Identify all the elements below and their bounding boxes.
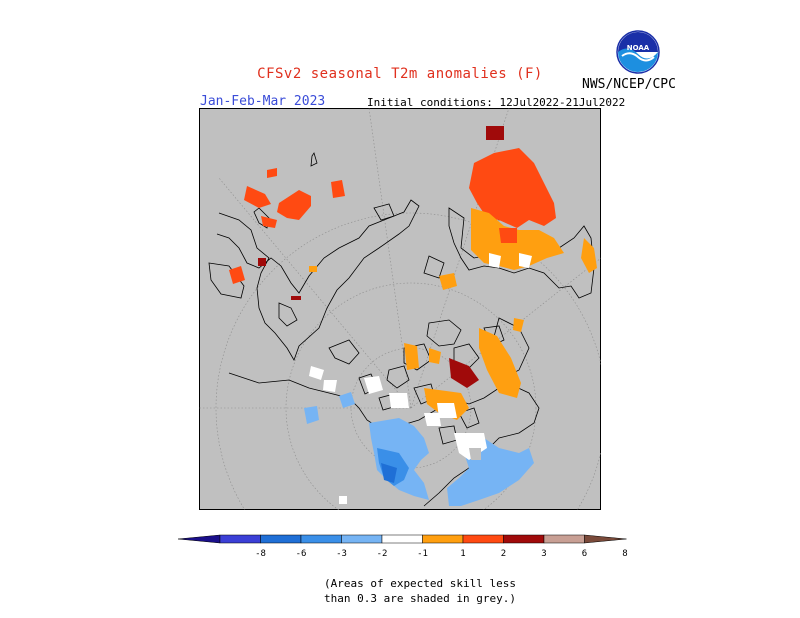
noaa-logo: NOAA: [616, 30, 660, 74]
colorbar-label: 1: [460, 549, 465, 559]
forecast-period: Jan-Feb-Mar 2023: [200, 94, 326, 109]
organization-label: NWS/NCEP/CPC: [582, 77, 676, 92]
colorbar-box: [381, 534, 423, 544]
noaa-logo-text: NOAA: [627, 44, 650, 52]
map-title: CFSv2 seasonal T2m anomalies (F): [257, 66, 543, 82]
colorbar-box: [462, 534, 504, 544]
colorbar-box: [219, 534, 261, 544]
skill-note-line2: than 0.3 are shaded in grey.): [323, 592, 517, 605]
colorbar-box: [300, 534, 342, 544]
colorbar-label: -2: [377, 549, 388, 559]
colorbar-box: [503, 534, 545, 544]
colorbar-label: -1: [417, 549, 428, 559]
colorbar-labels: -8 -6 -3 -2 -1 1 2 3 6 8: [255, 549, 628, 559]
colorbar: -8 -6 -3 -2 -1 1 2 3 6 8: [177, 534, 628, 559]
colorbar-boxes: [177, 534, 627, 544]
colorbar-label: 2: [501, 549, 506, 559]
colorbar-arrow-high: [584, 534, 627, 544]
initial-conditions: Initial conditions: 12Jul2022-21Jul2022: [367, 96, 626, 109]
colorbar-label: -8: [255, 549, 266, 559]
colorbar-box: [341, 534, 383, 544]
cold-anomalies: [304, 366, 534, 506]
colorbar-arrow-low: [177, 534, 221, 544]
skill-note-line1: (Areas of expected skill less: [323, 577, 517, 590]
colorbar-label: 3: [541, 549, 546, 559]
warm-anomalies: [229, 126, 597, 420]
colorbar-label: -6: [296, 549, 307, 559]
anomaly-map: [199, 108, 601, 510]
colorbar-box: [260, 534, 302, 544]
colorbar-label: 6: [582, 549, 587, 559]
colorbar-label: -3: [336, 549, 347, 559]
colorbar-box: [422, 534, 464, 544]
colorbar-box: [543, 534, 585, 544]
colorbar-label: 8: [622, 549, 627, 559]
